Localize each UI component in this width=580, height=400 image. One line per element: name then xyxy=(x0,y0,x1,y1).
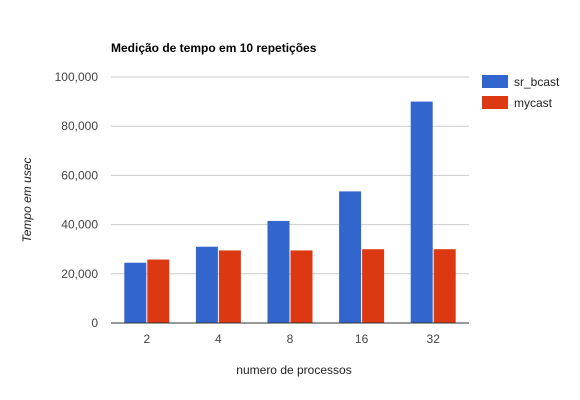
bar-mycast xyxy=(362,249,385,323)
x-tick-label: 8 xyxy=(287,332,294,346)
chart-title: Medição de tempo em 10 repetições xyxy=(111,41,317,55)
bar-mycast xyxy=(433,249,456,323)
y-tick-label: 20,000 xyxy=(61,267,98,281)
x-tick-label: 32 xyxy=(427,332,441,346)
bar-sr_bcast xyxy=(124,262,147,323)
x-tick-label: 16 xyxy=(355,332,369,346)
y-axis-ticks: 0 20,000 40,000 60,000 80,000 100,000 xyxy=(55,70,99,330)
legend-label: mycast xyxy=(514,96,553,110)
y-tick-label: 100,000 xyxy=(55,70,99,84)
y-axis-label: Tempo em usec xyxy=(20,158,34,243)
bar-mycast xyxy=(147,259,170,323)
legend-swatch xyxy=(482,96,508,109)
bar-sr_bcast xyxy=(267,220,290,323)
y-tick-label: 60,000 xyxy=(61,168,98,182)
bars xyxy=(124,101,456,323)
x-axis-label: numero de processos xyxy=(236,363,351,377)
bar-mycast xyxy=(290,250,313,323)
x-tick-label: 2 xyxy=(143,332,150,346)
bar-sr_bcast xyxy=(339,191,362,323)
bar-sr_bcast xyxy=(195,246,218,323)
bar-sr_bcast xyxy=(410,101,433,323)
y-tick-label: 0 xyxy=(91,316,98,330)
gridlines xyxy=(111,76,469,275)
x-axis-ticks: 2 4 8 16 32 xyxy=(143,332,440,346)
legend-label: sr_bcast xyxy=(514,75,560,89)
bar-mycast xyxy=(218,250,241,323)
x-tick-label: 4 xyxy=(215,332,222,346)
legend-swatch xyxy=(482,75,508,88)
y-tick-label: 80,000 xyxy=(61,119,98,133)
y-tick-label: 40,000 xyxy=(61,218,98,232)
